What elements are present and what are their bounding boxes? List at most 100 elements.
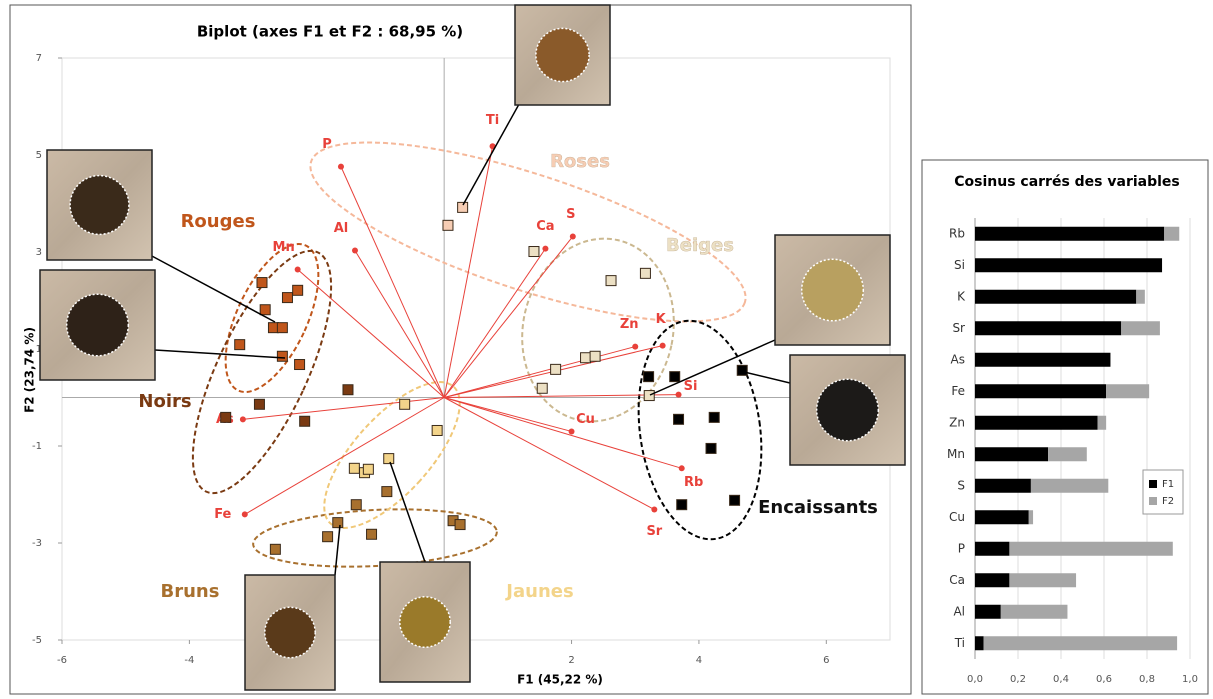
- bar-segment: [975, 384, 1107, 399]
- observation-point: [705, 442, 717, 454]
- group-label: Beiges: [666, 235, 734, 256]
- bar-segment: [975, 415, 1098, 430]
- vector-label: Si: [684, 379, 698, 394]
- observation-point: [299, 415, 311, 427]
- vector-tip: [542, 245, 549, 252]
- bar-segment: [975, 510, 1029, 525]
- bar-segment: [1048, 447, 1087, 462]
- legend-swatch: [1149, 497, 1157, 505]
- observation-point: [322, 531, 334, 543]
- bar-segment: [1121, 321, 1160, 336]
- observation-point: [736, 364, 748, 376]
- sample-disc: [65, 293, 130, 357]
- y-tick-label: Rb: [949, 226, 965, 240]
- x-tick-label: 6: [823, 655, 829, 666]
- observation-point: [281, 292, 293, 304]
- observation-point: [342, 384, 354, 396]
- thumbnail-connector: [334, 524, 341, 576]
- bar-segment: [1009, 573, 1077, 588]
- y-tick-label: -1: [32, 441, 42, 452]
- group-ellipse: [637, 319, 763, 541]
- group-ellipse: [323, 381, 461, 529]
- group-ellipse: [252, 508, 498, 568]
- x-axis-label: F1 (45,22 %): [517, 673, 603, 687]
- x-tick-label: -4: [184, 655, 194, 666]
- bar-segment: [1136, 289, 1145, 304]
- y-tick-label: Ca: [949, 573, 965, 587]
- observation-point: [399, 398, 411, 410]
- vector-tip: [294, 266, 301, 273]
- bar-segment: [1028, 510, 1034, 525]
- x-tick-label: 0,4: [1053, 674, 1069, 685]
- group-label: Bruns: [161, 581, 220, 602]
- observation-point: [673, 413, 685, 425]
- observation-point: [276, 350, 288, 362]
- thumbnail-connector: [389, 461, 426, 563]
- observation-point: [639, 267, 651, 279]
- y-tick-label: P: [958, 541, 965, 555]
- observation-point: [332, 517, 344, 529]
- thumbnail-connector: [739, 370, 791, 384]
- observation-point: [536, 382, 548, 394]
- thumbnail-connector: [149, 254, 276, 323]
- y-tick-label: 3: [36, 247, 42, 258]
- loading-vector: [242, 397, 445, 420]
- y-axis-label: F2 (23,74 %): [23, 327, 37, 413]
- group-label: Noirs: [138, 391, 191, 412]
- x-tick-label: -6: [57, 655, 67, 666]
- sample-disc: [815, 378, 880, 442]
- loading-vector: [444, 394, 679, 398]
- bar-segment: [975, 541, 1010, 556]
- observation-point: [729, 494, 741, 506]
- observation-point: [276, 322, 288, 334]
- sample-disc: [264, 606, 316, 659]
- sample-disc: [69, 174, 130, 236]
- loading-vector: [443, 236, 574, 398]
- vector-label: Ca: [536, 219, 554, 234]
- y-tick-label: -5: [32, 635, 42, 646]
- y-tick-label: Si: [954, 258, 965, 272]
- observation-point: [442, 219, 454, 231]
- y-tick-label: As: [951, 352, 965, 366]
- bar-segment: [975, 226, 1165, 241]
- bar-segment: [975, 478, 1031, 493]
- group-ellipse: [521, 237, 675, 423]
- legend-swatch: [1149, 480, 1157, 488]
- observation-point: [220, 411, 232, 423]
- y-tick-label: -3: [32, 538, 42, 549]
- loading-vector: [297, 269, 445, 398]
- vector-label: Al: [334, 221, 349, 236]
- x-tick-label: 1,0: [1182, 674, 1198, 685]
- bar-segment: [1106, 384, 1150, 399]
- vector-label: K: [656, 312, 667, 327]
- group-label: Roses: [550, 151, 610, 172]
- thumbnail-connector: [649, 339, 776, 396]
- vector-tip: [241, 511, 248, 518]
- y-tick-label: Zn: [949, 415, 965, 429]
- y-tick-label: 5: [36, 150, 42, 161]
- bar-segment: [983, 636, 1178, 651]
- vector-tip: [351, 247, 358, 254]
- x-tick-label: 0,0: [967, 674, 983, 685]
- chart-title: Biplot (axes F1 et F2 : 68,95 %): [197, 23, 463, 41]
- x-tick-label: 0,6: [1096, 674, 1112, 685]
- vector-tip: [337, 163, 344, 170]
- group-ellipse: [191, 249, 333, 495]
- observation-point: [550, 363, 562, 375]
- y-tick-label: Cu: [949, 510, 965, 524]
- observation-point: [431, 424, 443, 436]
- loading-vector: [443, 397, 655, 510]
- vector-label: Cu: [576, 412, 595, 427]
- observation-point: [643, 390, 655, 402]
- bar-segment: [1000, 604, 1068, 619]
- loading-vector: [244, 397, 445, 515]
- vector-label: Fe: [214, 507, 231, 522]
- legend-box: [1142, 469, 1184, 515]
- observation-point: [643, 371, 655, 383]
- x-tick-label: 0,8: [1139, 674, 1155, 685]
- vector-label: Zn: [620, 317, 639, 332]
- group-label: Jaunes: [504, 581, 573, 602]
- loading-vector: [444, 397, 682, 469]
- bar-segment: [975, 321, 1122, 336]
